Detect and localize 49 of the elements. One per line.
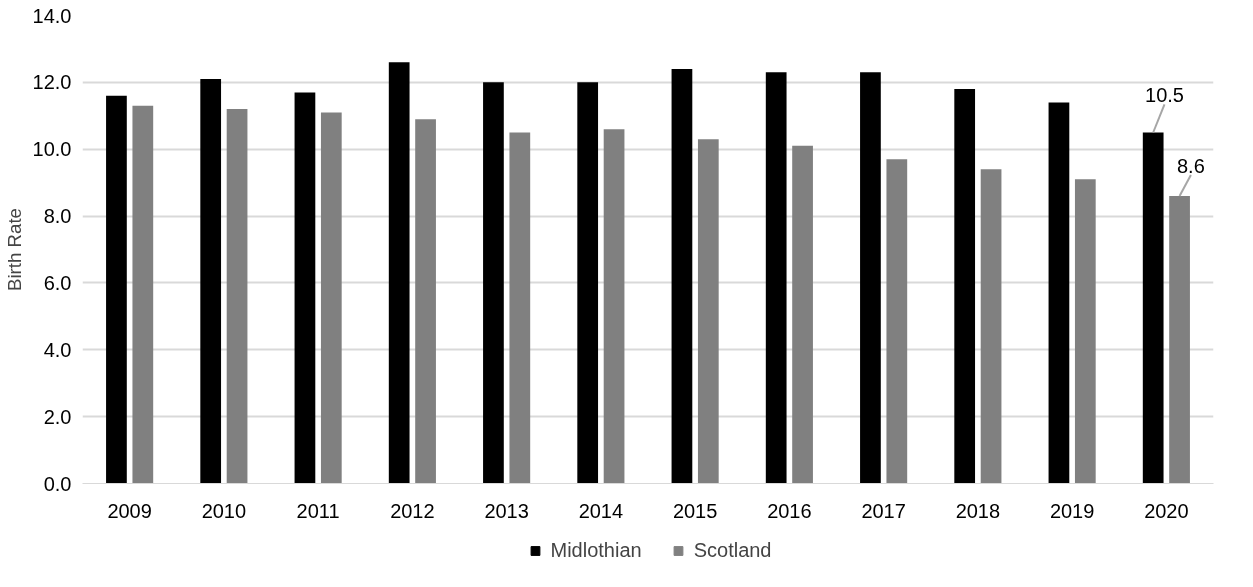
x-tick-label: 2011	[296, 499, 340, 522]
x-tick-label: 2009	[107, 499, 152, 522]
bar	[1142, 132, 1164, 484]
bar	[1074, 179, 1096, 484]
bar	[509, 132, 531, 484]
bar	[132, 105, 154, 484]
bar	[483, 82, 504, 484]
bar	[388, 62, 410, 484]
x-tick-label: 2018	[955, 499, 1001, 522]
x-tick-label: 2019	[1049, 499, 1095, 522]
bar	[226, 109, 248, 484]
bar	[603, 129, 625, 484]
y-axis-title: Birth Rate	[3, 208, 25, 291]
bar	[886, 159, 908, 484]
x-tick-label: 2017	[861, 499, 906, 522]
bar	[1048, 102, 1070, 484]
bar	[860, 72, 881, 484]
x-tick-label: 2014	[578, 499, 624, 522]
x-tick-label: 2010	[201, 499, 247, 522]
legend-label: Midlothian	[550, 538, 642, 562]
bar	[294, 92, 316, 484]
y-tick-label: 0.0	[43, 472, 72, 495]
y-tick-label: 6.0	[43, 271, 72, 294]
x-tick-label: 2012	[390, 499, 435, 522]
bar	[415, 119, 436, 484]
bar	[320, 112, 342, 484]
x-tick-label: 2015	[672, 499, 718, 522]
bar	[106, 95, 127, 484]
legend-label: Scotland	[693, 538, 772, 562]
x-tick-label: 2013	[484, 499, 529, 522]
x-tick-label: 2016	[767, 499, 812, 522]
data-label: 10.5	[1145, 84, 1184, 107]
y-tick-label: 12.0	[32, 71, 72, 94]
data-label: 8.6	[1176, 155, 1205, 178]
bar	[671, 68, 693, 484]
y-tick-label: 8.0	[43, 205, 72, 228]
y-tick-label: 2.0	[43, 405, 72, 428]
y-tick-label: 10.0	[32, 138, 72, 161]
bar	[1169, 196, 1190, 484]
bar	[765, 72, 787, 484]
bar	[980, 169, 1002, 484]
x-tick-label: 2020	[1144, 499, 1189, 522]
bar	[792, 145, 813, 484]
bar	[697, 139, 719, 484]
y-tick-label: 4.0	[43, 338, 72, 361]
y-tick-label: 14.0	[32, 4, 72, 27]
bar	[954, 89, 976, 484]
bar	[200, 79, 222, 484]
bar	[577, 82, 599, 484]
